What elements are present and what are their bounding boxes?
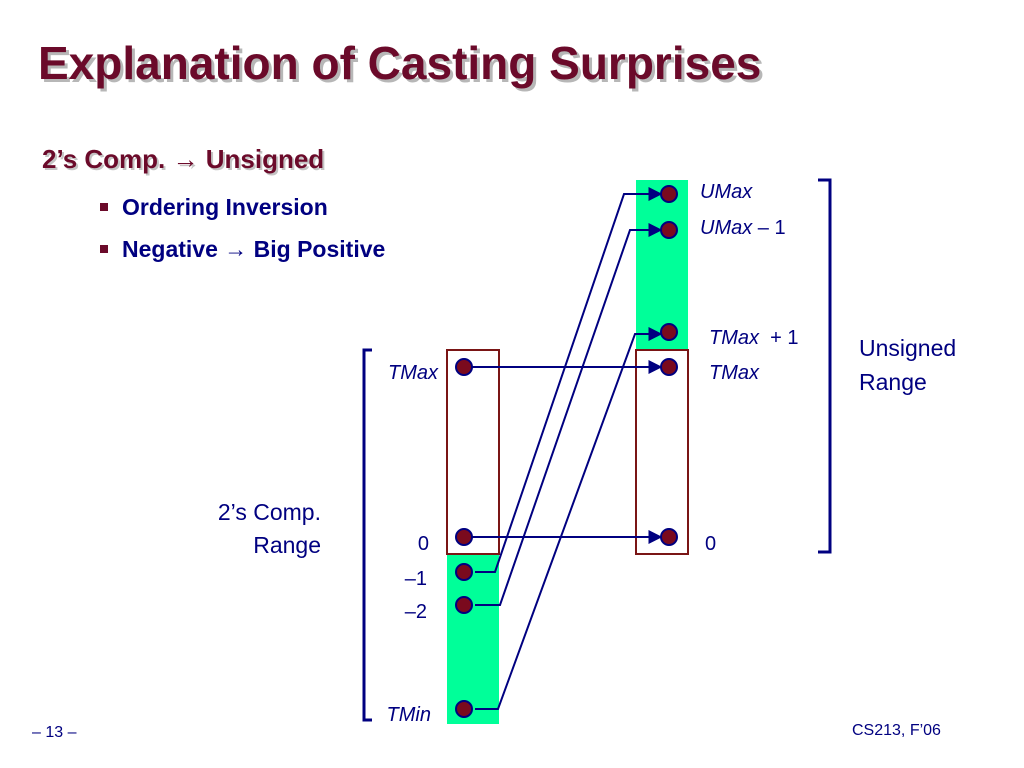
twos-comp-range-label-line1: 2’s Comp. (218, 499, 321, 525)
label-umax-minus-1: UMax – 1 (700, 217, 786, 239)
bullet-item: Negative → Big Positive (100, 236, 385, 263)
bullet-item: Ordering Inversion (100, 194, 328, 221)
unsigned-low-box (635, 349, 689, 555)
dot-tmin (455, 700, 473, 718)
dot-unsigned-zero (660, 528, 678, 546)
dot-umax (660, 185, 678, 203)
dot-tmax-plus-1 (660, 323, 678, 341)
label-unsigned-zero: 0 (705, 533, 716, 555)
label-tmax-plus-1: TMax + 1 (709, 327, 798, 349)
label-neg2: –2 (405, 601, 427, 623)
page-number: – 13 – (32, 724, 77, 741)
arrow-tmin (475, 327, 663, 710)
dot-zero (455, 528, 473, 546)
label-zero: 0 (418, 533, 429, 555)
twos-comp-nonneg-box (446, 349, 500, 555)
unsigned-range-label-line1: Unsigned (859, 335, 956, 361)
label-minus-1: – 1 (752, 217, 785, 239)
label-tmax-var: TMax (709, 327, 760, 349)
label-umax: UMax (700, 181, 753, 203)
slide-title: Explanation of Casting Surprises (38, 37, 762, 89)
twos-comp-range-label-line2: Range (253, 532, 321, 558)
subheading: 2’s Comp. → Unsigned (42, 144, 325, 174)
label-umax-var: UMax (700, 217, 753, 239)
bullet-square-icon (100, 203, 108, 211)
dot-neg1 (455, 563, 473, 581)
arrow-neg1 (475, 187, 663, 573)
dot-neg2 (455, 596, 473, 614)
course-label: CS213, F’06 (852, 722, 941, 739)
negative-region (447, 554, 499, 724)
value-dots (455, 185, 678, 718)
unsigned-high-region (636, 180, 688, 350)
bullet-square-icon (100, 245, 108, 253)
unsigned-range-label-line2: Range (859, 369, 927, 395)
unsigned-range-bracket (818, 178, 832, 554)
label-tmin: TMin (387, 704, 431, 726)
bullet-text: Negative → Big Positive (122, 236, 386, 262)
label-neg1: –1 (405, 568, 427, 590)
label-unsigned-tmax: TMax (709, 362, 760, 384)
label-tmax: TMax (388, 362, 439, 384)
arrow-neg2 (475, 223, 663, 606)
bullet-text: Ordering Inversion (122, 194, 328, 220)
mapping-arrows (464, 187, 663, 710)
twos-comp-range-bracket (362, 348, 372, 722)
dot-umax-minus-1 (660, 221, 678, 239)
dot-tmax (455, 358, 473, 376)
dot-unsigned-tmax (660, 358, 678, 376)
label-plus-1: + 1 (759, 327, 798, 349)
